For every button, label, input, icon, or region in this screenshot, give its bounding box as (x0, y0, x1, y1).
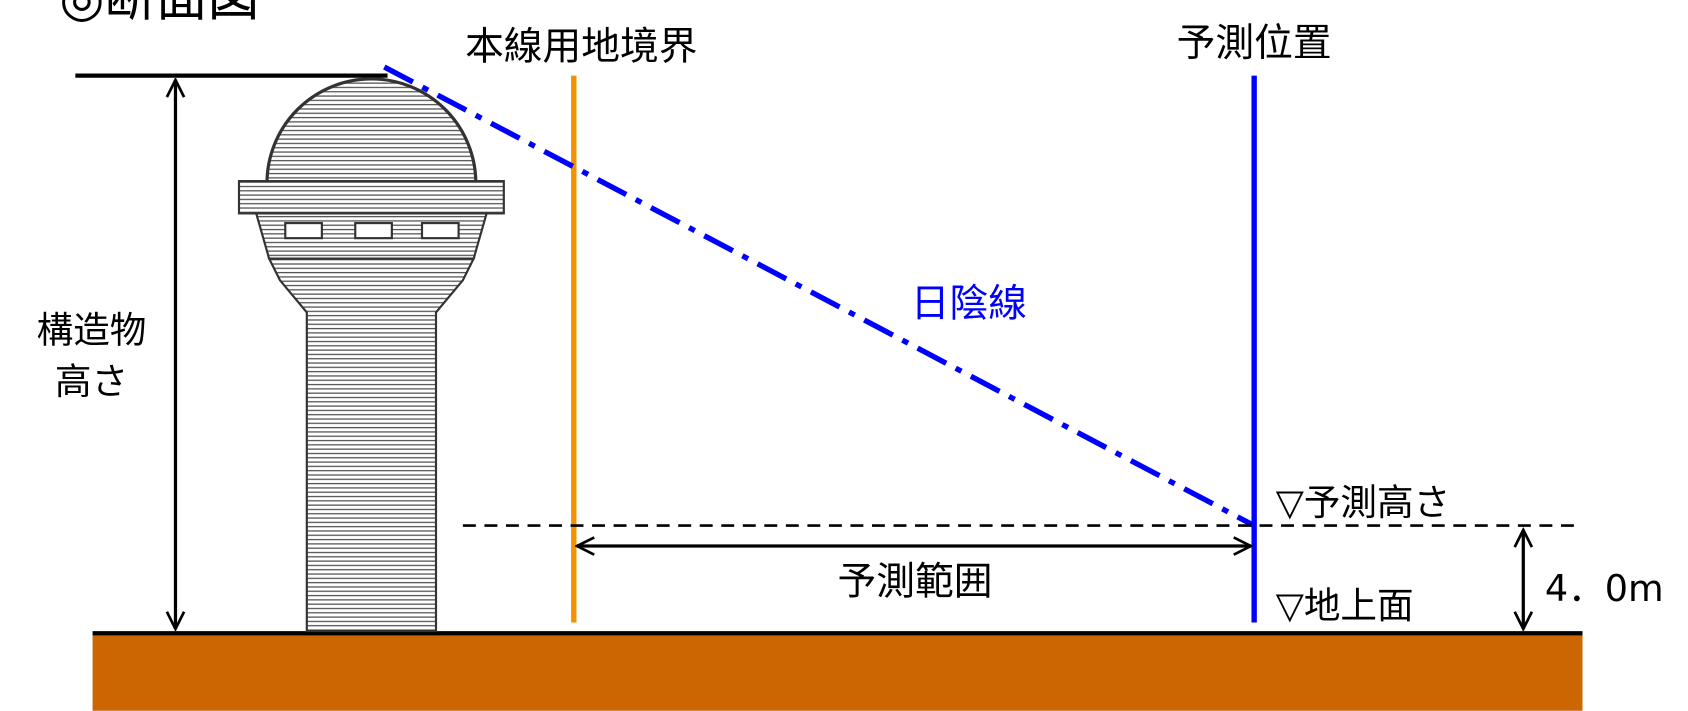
ground (92, 634, 1583, 711)
prediction-height-label: ▽予測高さ (1276, 481, 1451, 524)
ground-level-label: ▽地上面 (1276, 584, 1414, 627)
height-value-label: 4．0m (1545, 567, 1664, 610)
prediction-position-label: 予測位置 (1177, 21, 1332, 66)
shadow-line (383, 64, 1256, 528)
shadow-line-label: 日陰線 (911, 282, 1027, 327)
tower (237, 77, 505, 633)
structure-height-label: 構造物 (37, 309, 147, 352)
prediction-range-label: 予測範囲 (838, 559, 993, 604)
structure-height-label: 高さ (55, 360, 128, 403)
boundary-label: 本線用地境界 (465, 24, 698, 69)
title: ◎断面図 (59, 0, 259, 28)
